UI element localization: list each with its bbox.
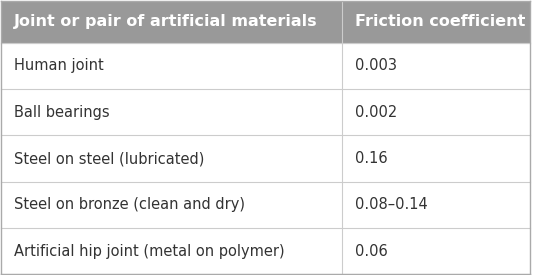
Bar — [1, 43, 342, 89]
Bar — [342, 135, 530, 182]
Bar — [1, 135, 342, 182]
Bar — [342, 89, 530, 135]
Text: Friction coefficient: Friction coefficient — [355, 14, 526, 29]
Text: Human joint: Human joint — [14, 59, 104, 73]
Text: 0.003: 0.003 — [355, 59, 397, 73]
Bar — [1, 182, 342, 228]
Bar — [342, 182, 530, 228]
Text: 0.06: 0.06 — [355, 244, 388, 259]
Text: Steel on steel (lubricated): Steel on steel (lubricated) — [14, 151, 204, 166]
Bar — [342, 1, 530, 43]
Text: Joint or pair of artificial materials: Joint or pair of artificial materials — [14, 14, 318, 29]
Text: 0.002: 0.002 — [355, 105, 397, 120]
Bar — [1, 228, 342, 274]
Text: 0.08–0.14: 0.08–0.14 — [355, 197, 428, 212]
Text: 0.16: 0.16 — [355, 151, 388, 166]
Text: Steel on bronze (clean and dry): Steel on bronze (clean and dry) — [14, 197, 245, 212]
Text: Artificial hip joint (metal on polymer): Artificial hip joint (metal on polymer) — [14, 244, 285, 259]
Bar — [1, 1, 342, 43]
Text: Ball bearings: Ball bearings — [14, 105, 109, 120]
Bar — [342, 228, 530, 274]
Bar — [342, 43, 530, 89]
Bar — [1, 89, 342, 135]
